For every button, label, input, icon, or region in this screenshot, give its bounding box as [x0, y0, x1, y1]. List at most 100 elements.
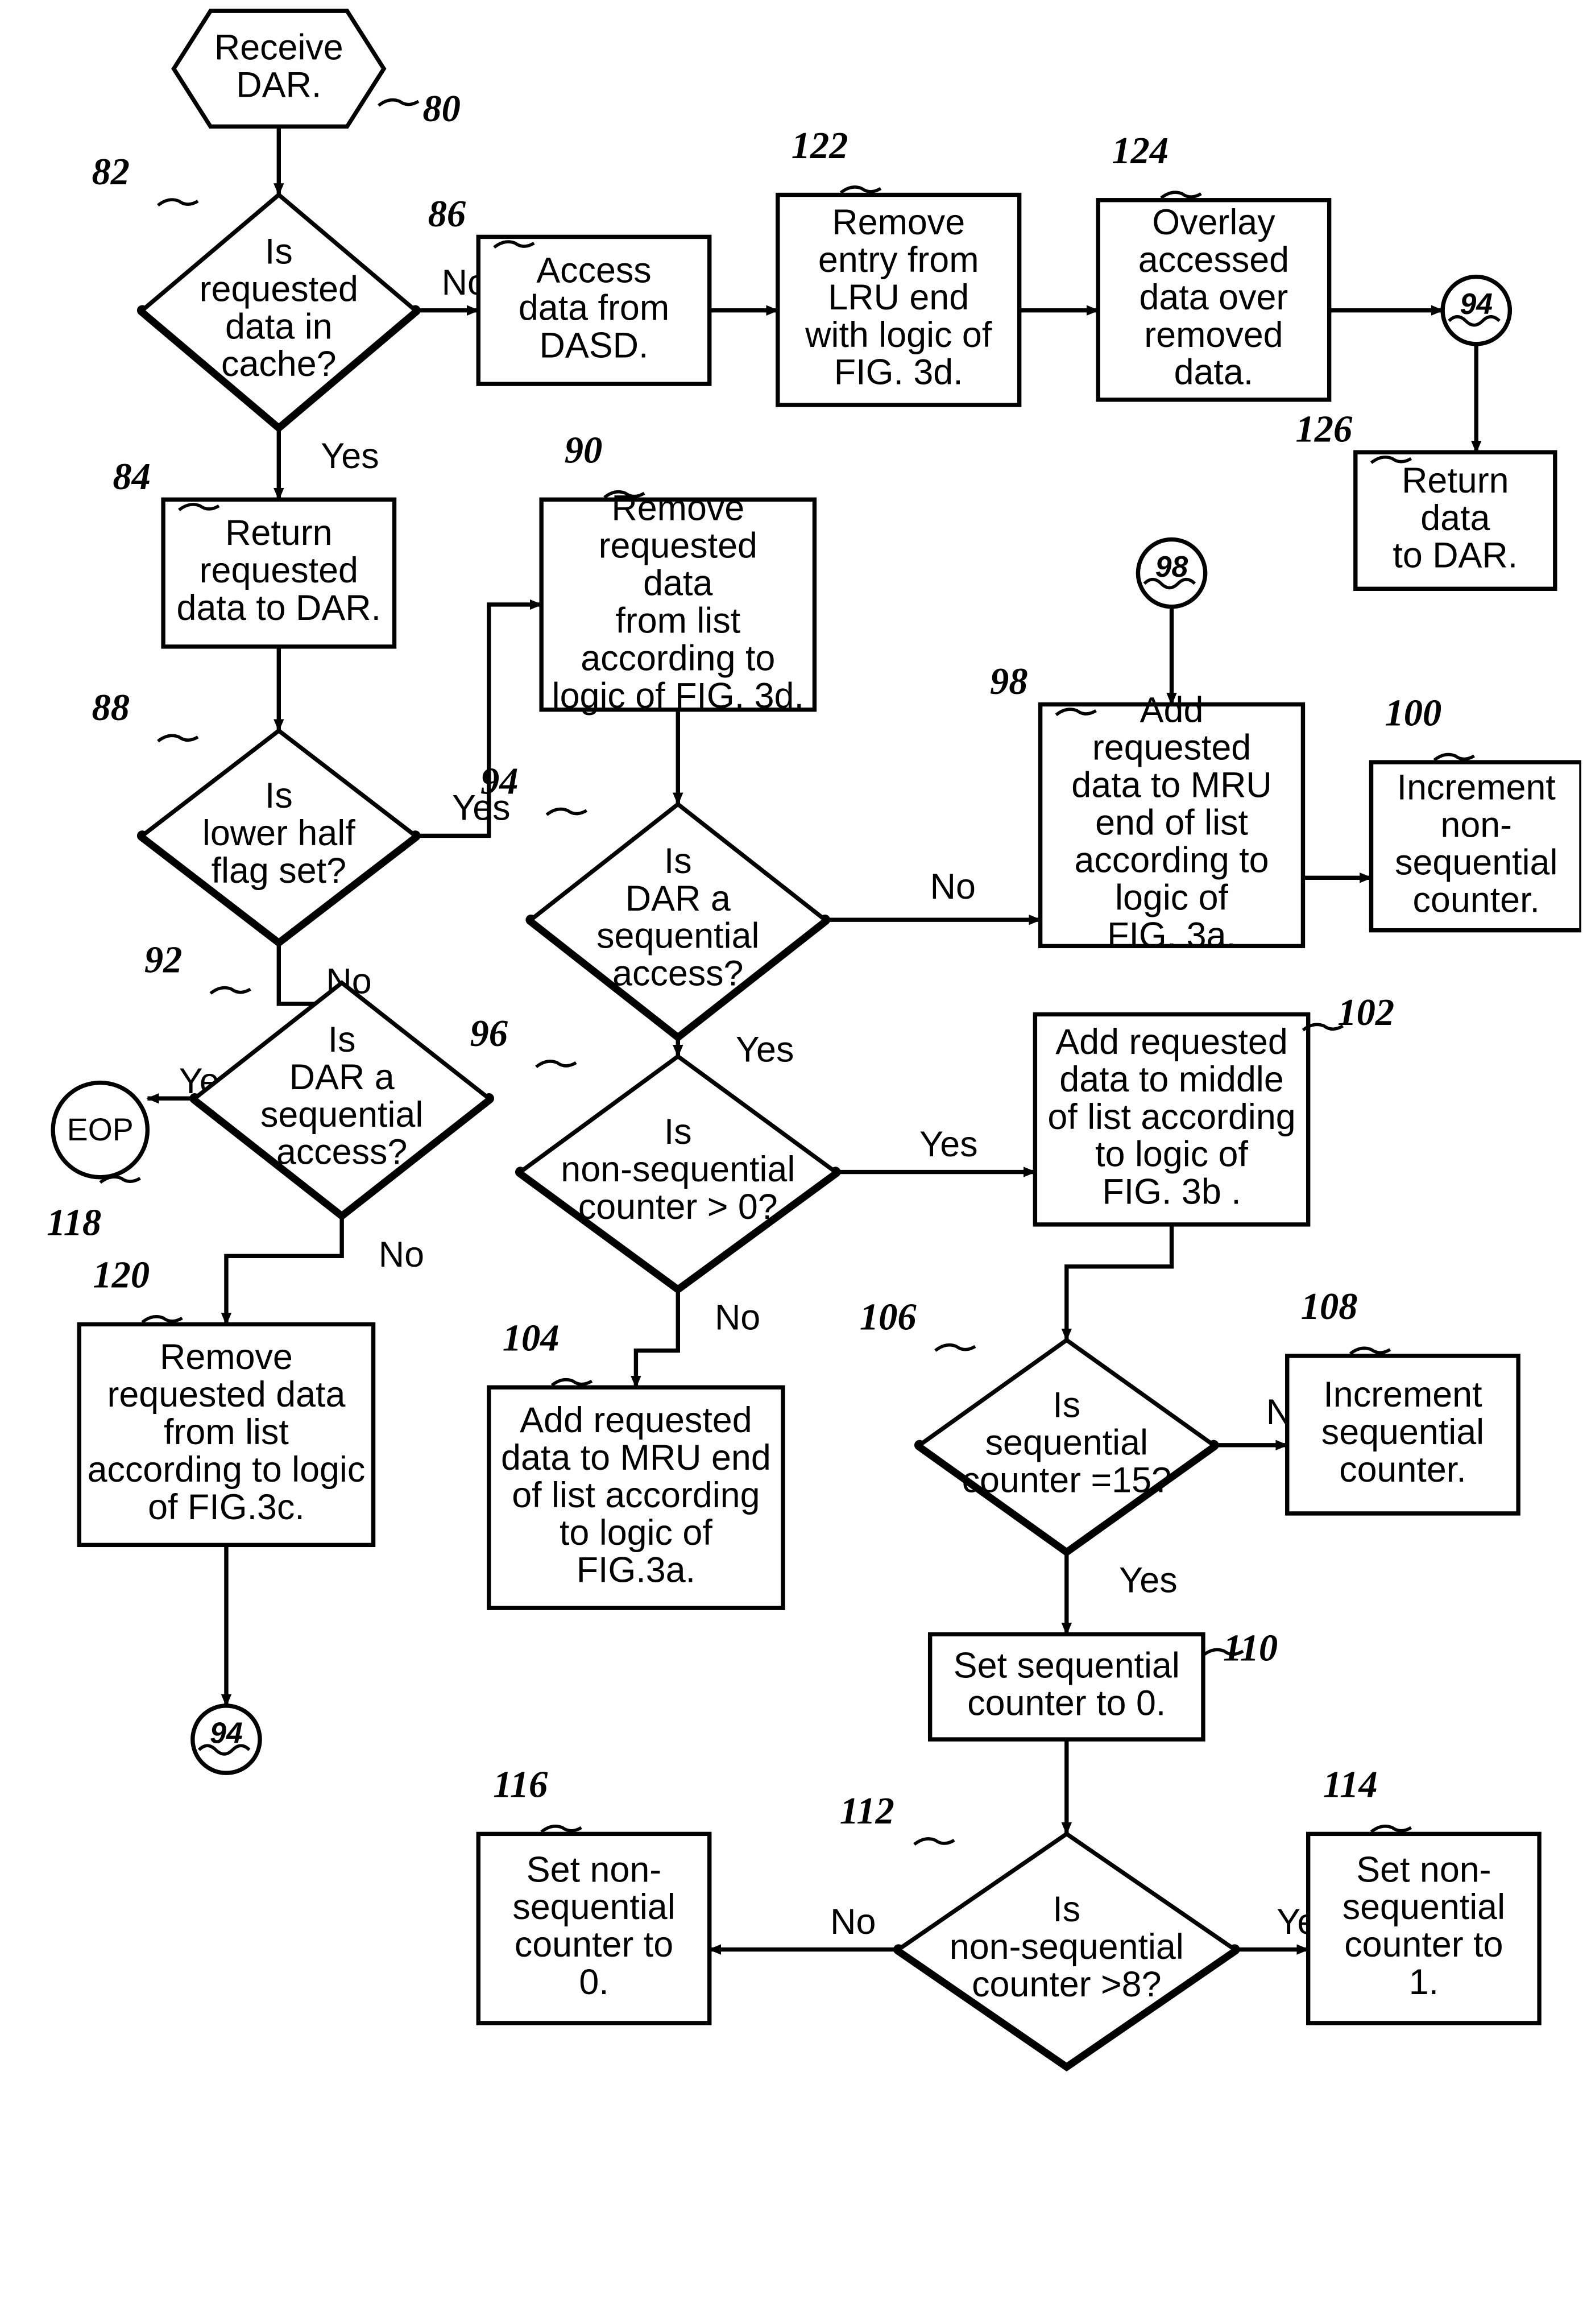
ref-label-100: 100	[1385, 692, 1442, 734]
node-text: according to	[581, 638, 775, 678]
node-text: 1.	[1409, 1962, 1439, 2002]
node-text: DASD.	[540, 325, 649, 365]
node-text: Is	[664, 1112, 692, 1152]
ref-label-108: 108	[1301, 1286, 1358, 1328]
node-text: Is	[664, 841, 692, 881]
ref-label-116: 116	[493, 1764, 548, 1806]
node-text: to logic of	[560, 1513, 712, 1553]
ref-label-104: 104	[503, 1318, 560, 1359]
node-text: counter >8?	[972, 1965, 1161, 2004]
node-text: data to DAR.	[177, 588, 382, 628]
ref-leader	[552, 1380, 592, 1386]
node-text: LRU end	[828, 278, 969, 317]
node-text: end of list	[1095, 803, 1248, 843]
flowchart-svg: NoYesYesNoNoYesYesNoYesNoNoYesNoYesRecei…	[6, 6, 1581, 2317]
ref-leader	[536, 1061, 576, 1067]
node-text: sequential	[596, 916, 759, 956]
node-text: Set sequential	[954, 1645, 1180, 1685]
node-text: FIG. 3a.	[1107, 915, 1236, 955]
ref-leader	[379, 100, 418, 106]
edge-n92-n120	[226, 1214, 342, 1324]
ref-leader	[841, 187, 881, 193]
node-text: accessed	[1138, 240, 1289, 280]
node-text: from list	[615, 601, 740, 641]
node-text: Overlay	[1152, 202, 1275, 242]
node-text: Receive	[214, 27, 343, 67]
node-text: data to middle	[1059, 1060, 1283, 1099]
ref-label-92: 92	[144, 940, 183, 981]
edge-label: Yes	[1119, 1560, 1177, 1600]
node-text: Return	[225, 513, 332, 553]
node-text: Set non-	[527, 1850, 661, 1889]
nodes-group: ReceiveDAR.80Isrequesteddata incache?82A…	[47, 11, 1581, 2065]
node-text: requested	[1092, 728, 1251, 768]
ref-label-82: 82	[92, 151, 130, 193]
node-text: Return	[1402, 461, 1509, 501]
ref-leader	[1350, 1348, 1390, 1354]
node-text: DAR.	[236, 65, 321, 105]
ref-label-96: 96	[470, 1013, 508, 1055]
edge-label: No	[930, 867, 976, 907]
node-text: of FIG.3c.	[148, 1487, 305, 1527]
node-text: Remove	[832, 202, 965, 242]
ref-leader	[158, 200, 198, 205]
node-text: counter.	[1339, 1450, 1466, 1490]
node-text: Is	[1053, 1385, 1080, 1425]
node-text: flag set?	[212, 851, 346, 891]
ref-leader	[935, 1345, 975, 1351]
edge-label: No	[715, 1298, 760, 1338]
ref-label-84: 84	[113, 456, 151, 498]
ref-label-98: 98	[990, 661, 1028, 702]
node-text: lower half	[202, 813, 355, 853]
ref-label-94: 94	[480, 760, 519, 802]
ref-label-102: 102	[1337, 992, 1394, 1033]
node-text: access?	[612, 954, 743, 994]
node-text: sequential	[1321, 1412, 1484, 1452]
ref-label-126: 126	[1296, 409, 1353, 450]
node-text: Add	[1140, 690, 1204, 730]
node-text: with logic of	[805, 315, 992, 355]
node-text: EOP	[67, 1112, 134, 1147]
node-text: Is	[265, 231, 293, 271]
ref-label-110: 110	[1223, 1628, 1278, 1669]
node-text: of list according	[512, 1475, 760, 1515]
node-text: access?	[276, 1132, 407, 1172]
node-text: data in	[225, 307, 333, 346]
node-text: removed	[1144, 315, 1283, 355]
ref-leader	[158, 735, 198, 741]
node-text: counter > 0?	[578, 1187, 778, 1227]
node-text: FIG.3a.	[577, 1550, 695, 1590]
node-text: data to MRU end	[501, 1438, 771, 1478]
node-text: counter to	[515, 1925, 673, 1965]
node-text: Add requested	[1055, 1022, 1288, 1062]
node-text: Increment	[1397, 768, 1556, 808]
ref-leader	[546, 809, 586, 815]
ref-leader	[100, 1177, 140, 1182]
node-text: according to logic	[88, 1450, 366, 1490]
node-text: to logic of	[1095, 1135, 1248, 1175]
node-text: requested	[200, 551, 358, 590]
connector-text: 98	[1155, 550, 1188, 583]
node-text: DAR a	[289, 1057, 395, 1097]
node-text: data to MRU	[1071, 766, 1272, 805]
node-text: non-sequential	[950, 1927, 1184, 1967]
ref-label-86: 86	[428, 193, 466, 235]
edge-n96-n104	[636, 1288, 678, 1387]
node-text: 0.	[579, 1962, 608, 2002]
ref-label-122: 122	[792, 125, 848, 167]
node-text: logic of FIG. 3d.	[552, 676, 804, 716]
node-text: FIG. 3b .	[1102, 1172, 1241, 1212]
node-text: entry from	[818, 240, 979, 280]
node-text: Remove	[160, 1337, 293, 1377]
node-text: data	[643, 564, 712, 603]
ref-label-80: 80	[422, 88, 461, 130]
edge-label: Yes	[321, 436, 379, 476]
node-text: counter =15?	[962, 1460, 1171, 1500]
node-text: non-sequential	[561, 1149, 795, 1189]
edge-label: Yes	[919, 1124, 977, 1164]
edge-label: No	[379, 1235, 424, 1275]
node-text: requested	[599, 526, 757, 566]
node-text: sequential	[1395, 842, 1557, 882]
ref-label-120: 120	[93, 1255, 150, 1296]
ref-label-112: 112	[840, 1790, 894, 1832]
